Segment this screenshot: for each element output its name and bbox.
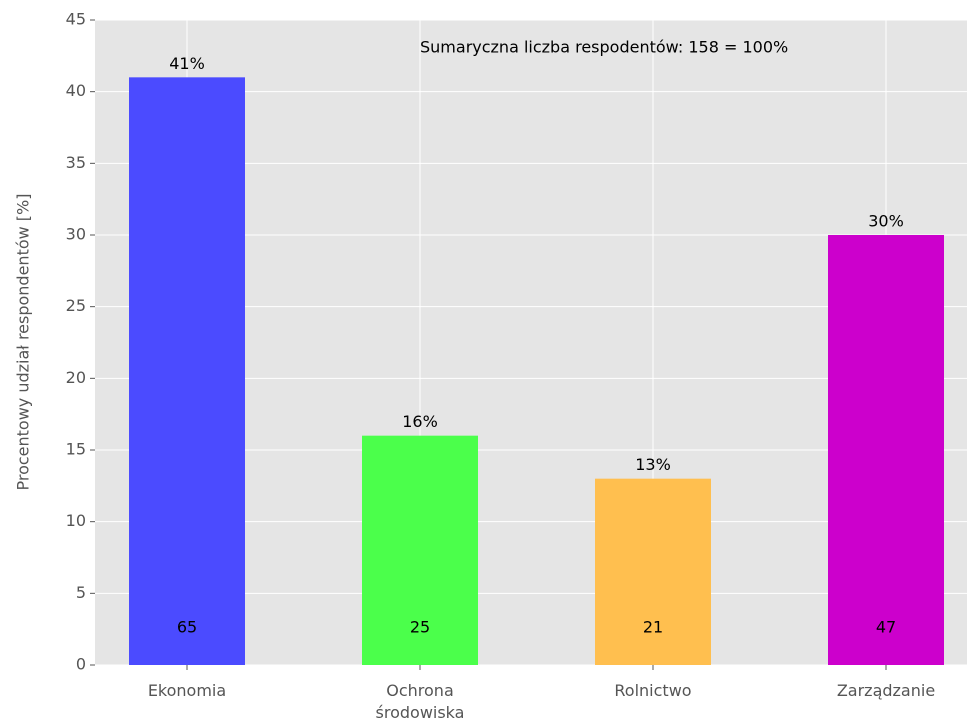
- y-tick-label: 30: [66, 225, 86, 244]
- value-label: 30%: [868, 212, 904, 231]
- x-tick-label: Zarządzanie: [837, 681, 935, 700]
- y-tick-label: 5: [76, 583, 86, 602]
- y-axis-label: Procentowy udział respondentów [%]: [14, 194, 33, 491]
- count-label: 25: [410, 618, 430, 637]
- bar: [828, 235, 944, 665]
- y-tick-label: 10: [66, 511, 86, 530]
- y-tick-label: 45: [66, 10, 86, 29]
- value-label: 41%: [169, 54, 205, 73]
- count-label: 65: [177, 618, 197, 637]
- count-label: 21: [643, 618, 663, 637]
- y-tick-label: 20: [66, 368, 86, 387]
- value-label: 16%: [402, 412, 438, 431]
- bar: [362, 435, 478, 665]
- count-label: 47: [876, 618, 896, 637]
- y-tick-label: 40: [66, 81, 86, 100]
- bar: [129, 77, 245, 666]
- y-tick-label: 0: [76, 655, 86, 674]
- x-tick-label: Ochrona środowiska: [376, 681, 465, 722]
- annotation: Sumaryczna liczba respodentów: 158 = 100…: [420, 38, 788, 57]
- y-tick-label: 25: [66, 296, 86, 315]
- x-tick-label: Ekonomia: [148, 681, 226, 700]
- y-tick-label: 15: [66, 440, 86, 459]
- bar: [595, 478, 711, 665]
- x-tick-label: Rolnictwo: [614, 681, 691, 700]
- value-label: 13%: [635, 455, 671, 474]
- y-tick-label: 35: [66, 153, 86, 172]
